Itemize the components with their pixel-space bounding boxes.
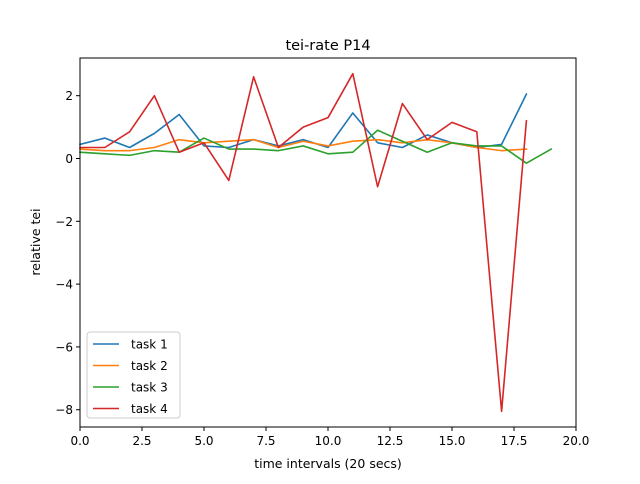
y-tick-label: −8 xyxy=(55,403,73,417)
x-tick-label: 2.5 xyxy=(132,434,151,448)
x-tick-label: 12.5 xyxy=(377,434,404,448)
x-tick-label: 7.5 xyxy=(256,434,275,448)
y-tick-label: 0 xyxy=(65,152,73,166)
series-line-task-3 xyxy=(79,129,553,164)
legend: task 1 task 2 task 3 task 4 xyxy=(86,331,181,419)
x-tick-label: 17.5 xyxy=(501,434,528,448)
x-axis-label: time intervals (20 secs) xyxy=(254,456,402,471)
legend-label: task 3 xyxy=(131,381,168,395)
x-tick-label: 20.0 xyxy=(563,434,590,448)
legend-label: task 4 xyxy=(131,402,168,416)
x-tick-label: 15.0 xyxy=(439,434,466,448)
x-tick-label: 5.0 xyxy=(194,434,213,448)
series-layer xyxy=(79,72,553,413)
y-tick-label: −4 xyxy=(55,278,73,292)
x-tick-label: 0.0 xyxy=(70,434,89,448)
axis-ticks: 0.0 2.5 5.0 7.5 10.0 12.5 15.0 17.5 20.0 −8 −6 −4 −2… xyxy=(55,89,589,448)
legend-box xyxy=(86,331,181,419)
y-tick-label: −2 xyxy=(55,215,73,229)
y-tick-label: 2 xyxy=(65,89,73,103)
chart-title: tei-rate P14 xyxy=(285,38,370,54)
x-tick-label: 10.0 xyxy=(315,434,342,448)
y-tick-label: −6 xyxy=(55,340,73,354)
series-line-task-4 xyxy=(79,72,528,413)
legend-label: task 1 xyxy=(131,338,168,352)
y-axis-label: relative tei xyxy=(28,208,43,275)
legend-label: task 2 xyxy=(131,359,168,373)
plot-frame xyxy=(79,57,577,428)
